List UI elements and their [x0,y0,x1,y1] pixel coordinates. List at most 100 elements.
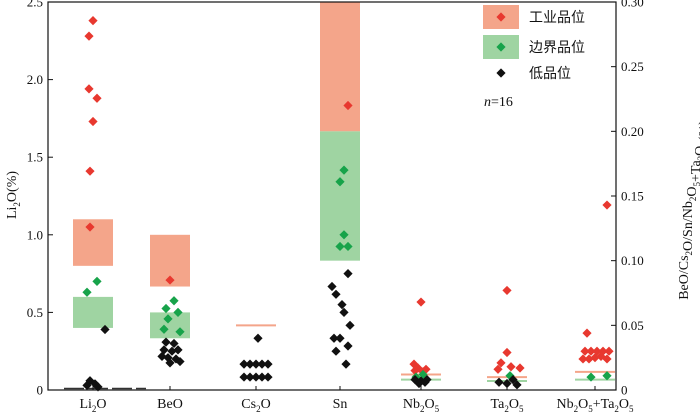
industrial-grade-point [85,222,95,232]
industrial-grade-point [602,354,612,364]
low-grade-point [494,377,504,387]
low-grade-point [239,372,249,382]
low-grade-point [245,359,255,369]
low-grade-point [245,372,255,382]
legend-label: 低品位 [529,66,571,82]
industrial-grade-point [596,351,606,361]
low-grade-point [251,359,261,369]
low-grade-point [167,346,177,356]
industrial-grade-point [604,346,614,356]
boundary-grade-point [602,371,612,381]
boundary-grade-point [343,241,353,252]
boundary-grade-point [335,241,345,252]
right-tick-label: 0.20 [621,124,644,139]
low-grade-point [161,337,171,347]
category-label: Cs2O [241,397,270,412]
low-grade-point [253,333,263,343]
boundary-grade-point [169,296,179,306]
category-label: Li2O [79,397,106,412]
boundary-grade-band [320,131,360,261]
low-grade-point [327,281,337,292]
left-tick-label: 2.5 [27,0,43,10]
low-grade-point [257,359,267,369]
industrial-grade-point [578,354,588,364]
industrial-grade-point [590,353,600,363]
industrial-grade-point [84,31,94,41]
low-grade-point [337,300,347,310]
right-tick-label: 0.25 [621,59,644,74]
boundary-grade-point [175,327,185,337]
low-grade-point [165,358,175,368]
legend-marker [496,12,506,22]
low-grade-point [82,380,92,390]
low-grade-point [345,320,355,330]
industrial-grade-point [165,275,175,285]
industrial-grade-point [496,358,506,368]
industrial-grade-point [582,328,592,338]
low-grade-point [343,269,353,279]
industrial-grade-point [602,200,612,210]
left-tick-label: 1.0 [27,227,43,242]
low-grade-point [331,289,341,299]
industrial-grade-point [502,285,512,296]
industrial-grade-point [410,366,420,376]
boundary-grade-point [82,287,92,297]
industrial-grade-point [584,354,594,364]
category-label: BeO [157,397,183,412]
boundary-grade-point [586,372,596,382]
legend-marker [496,42,506,52]
low-grade-point [329,333,339,343]
boundary-grade-point [161,303,171,314]
industrial-grade-point [88,16,98,26]
low-grade-point [420,377,430,387]
boundary-grade-point [163,314,173,324]
legend-marker [496,68,506,78]
industrial-grade-point [506,362,516,372]
industrial-grade-point [92,93,102,103]
boundary-grade-point [339,230,349,240]
industrial-grade-band [320,2,360,132]
industrial-grade-point [493,364,503,374]
category-label: Nb2O5+Ta2O5 [556,397,634,412]
low-grade-point [251,372,261,382]
industrial-grade-point [586,346,596,356]
low-grade-point [175,356,185,367]
industrial-grade-point [580,346,590,356]
low-grade-point [512,380,522,390]
industrial-grade-point [85,166,95,176]
low-grade-point [173,345,183,355]
industrial-grade-point [88,116,98,127]
low-grade-point [100,324,110,335]
low-grade-point [171,354,181,364]
boundary-grade-point [159,324,169,334]
boundary-grade-point [339,165,349,175]
category-label: Sn [333,397,348,412]
boundary-grade-band [73,296,113,328]
low-grade-point [157,351,167,361]
boundary-grade-point [335,177,345,187]
low-grade-point [502,378,512,389]
low-grade-point [414,378,424,389]
industrial-grade-point [84,84,94,94]
category-label: Nb2O5 [403,397,440,412]
category-label: Ta2O5 [491,397,524,412]
low-grade-point [239,359,249,369]
sample-count-annotation: n=16 [484,95,513,110]
low-grade-point [339,307,349,317]
left-tick-label: 0 [37,383,44,398]
low-grade-point [508,375,518,385]
boundary-grade-point [173,307,183,317]
low-grade-point [331,346,341,356]
left-tick-label: 2.0 [27,72,43,87]
right-tick-label: 0.05 [621,318,644,333]
right-axis-title: BeO/Cs2O/Sn/Nb2O5+Ta2O5(%) [677,120,700,300]
low-grade-point [343,341,353,351]
legend-label: 工业品位 [529,10,585,26]
industrial-grade-point [343,100,353,111]
left-tick-label: 1.5 [27,150,43,165]
right-tick-label: 0.10 [621,253,644,268]
right-tick-label: 0 [621,383,628,398]
low-grade-point [335,333,345,343]
low-grade-point [163,353,173,363]
